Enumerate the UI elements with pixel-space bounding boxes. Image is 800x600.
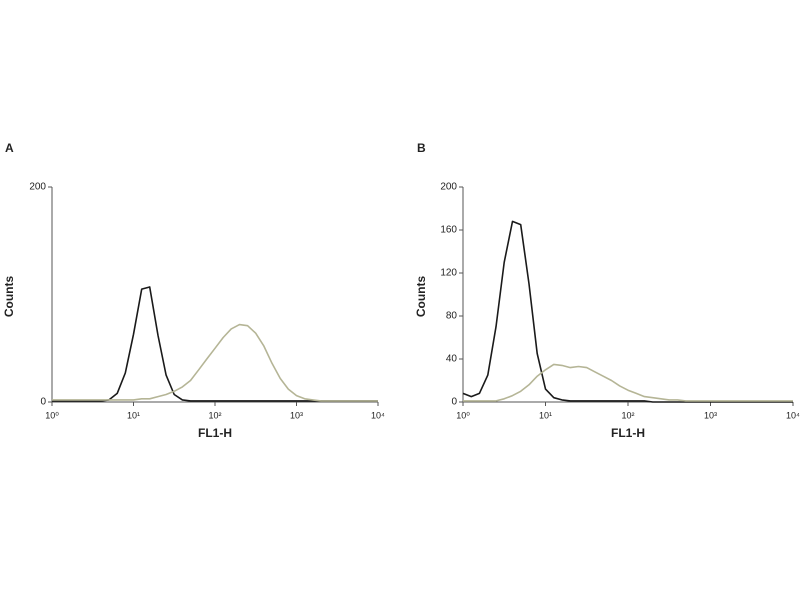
histogram-line [462,220,793,403]
y-axis-label: Counts [414,276,428,318]
y-tick-label: 80 [446,311,458,322]
y-tick-label: 0 [40,397,46,408]
histogram-line [463,363,793,402]
x-tick-label: 10³ [290,410,303,420]
panel-label: A [5,141,14,155]
histogram-line [52,286,378,402]
x-tick-label: 10² [208,410,221,420]
x-tick-label: 10³ [704,410,717,420]
y-tick-label: 120 [440,268,457,279]
x-tick-label: 10² [621,410,634,420]
y-tick-label: 200 [29,182,46,193]
x-tick-label: 10⁰ [456,410,470,420]
x-axis-label: FL1-H [198,426,232,440]
y-tick-label: 200 [440,182,457,193]
x-tick-label: 10⁴ [371,410,385,420]
x-axis-label: FL1-H [611,426,645,440]
x-tick-label: 10⁰ [45,410,59,420]
histogram-line [52,323,378,402]
x-tick-label: 10⁴ [786,410,800,420]
y-axis-label: Counts [2,276,16,318]
y-tick-label: 160 [440,225,457,236]
y-tick-label: 0 [451,397,457,408]
panel-label: B [417,141,426,155]
x-tick-label: 10¹ [539,410,552,420]
x-tick-label: 10¹ [127,410,140,420]
y-tick-label: 40 [446,354,458,365]
